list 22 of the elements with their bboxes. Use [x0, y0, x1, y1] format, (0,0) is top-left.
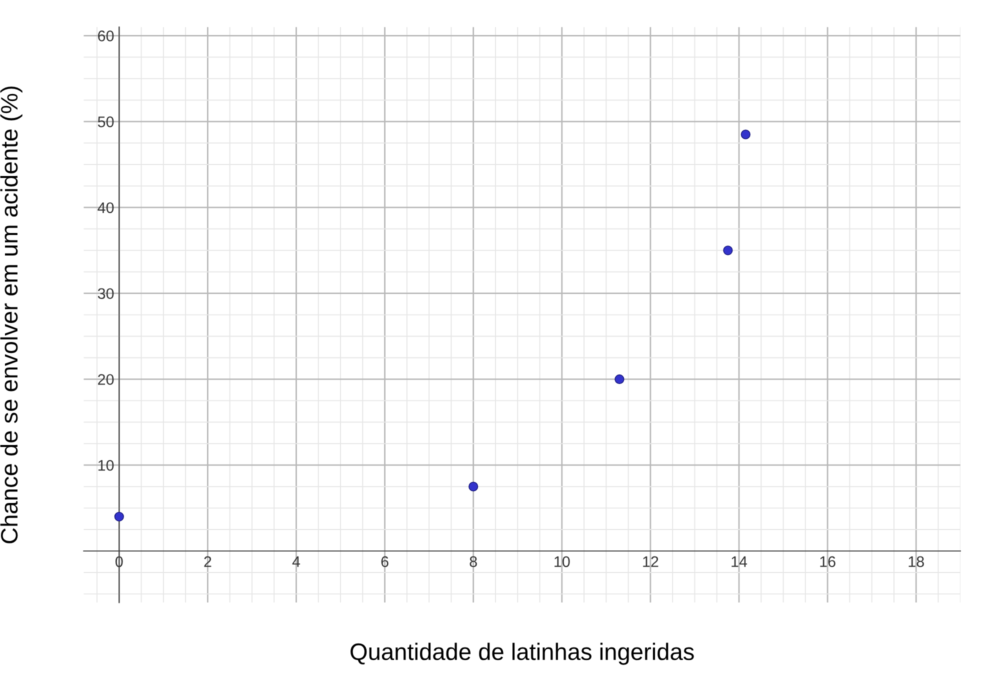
point [740, 130, 750, 140]
x-axis-title: Quantidade de latinhas ingeridas [350, 642, 694, 665]
y-tick-label: 40 [98, 202, 114, 214]
y-tick-label: 10 [98, 460, 114, 471]
x-tick-label: 4 [292, 556, 300, 567]
y-tick-label: 30 [98, 288, 114, 300]
y-tick-label: 50 [98, 116, 114, 128]
x-tick-label: 6 [381, 556, 388, 568]
y-tick-label: 20 [98, 374, 114, 385]
y-tick-label: 60 [98, 30, 114, 42]
x-tick-label: 14 [732, 556, 748, 567]
x-tick-label: 2 [204, 556, 212, 567]
y-axis-title: Chance de se envolver em um acidente (%) [0, 86, 22, 544]
point [614, 374, 624, 384]
point [468, 482, 478, 492]
x-tick-label: 8 [470, 556, 477, 568]
point [114, 512, 124, 522]
x-tick-label: 16 [820, 556, 836, 568]
x-tick-label: 12 [643, 556, 658, 567]
x-tick-label: 10 [554, 556, 570, 568]
point [723, 246, 733, 256]
x-tick-label: 18 [908, 556, 924, 568]
